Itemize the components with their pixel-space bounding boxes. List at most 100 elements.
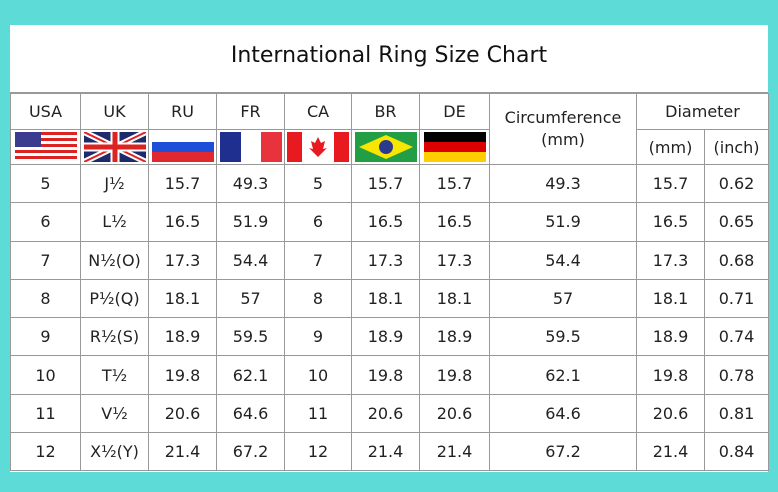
- cell-de: 20.6: [419, 393, 490, 434]
- table-row: 9 R½(S) 18.9 59.5 9 18.9 18.9 59.5 18.9 0.74: [10, 317, 770, 357]
- cell-circumference: 54.4: [489, 240, 637, 280]
- header-br: BR: [351, 93, 420, 130]
- header-de: DE: [419, 93, 490, 130]
- cell-circumference: 62.1: [489, 355, 637, 395]
- cell-uk: N½(O): [80, 240, 149, 280]
- cell-usa: 8: [10, 278, 81, 319]
- cell-br: 16.5: [351, 202, 420, 242]
- cell-usa: 12: [10, 432, 81, 472]
- table-row: 11 V½ 20.6 64.6 11 20.6 20.6 64.6 20.6 0.81: [10, 393, 770, 434]
- header-ca: CA: [284, 93, 352, 130]
- header-circumference: Circumference (mm): [489, 93, 637, 165]
- cell-diameter-mm: 20.6: [636, 393, 705, 434]
- cell-uk: P½(Q): [80, 278, 149, 319]
- cell-ca: 8: [284, 278, 352, 319]
- cell-fr: 57: [216, 278, 285, 319]
- cell-br: 18.1: [351, 278, 420, 319]
- cell-usa: 10: [10, 355, 81, 395]
- cell-fr: 54.4: [216, 240, 285, 280]
- cell-de: 17.3: [419, 240, 490, 280]
- cell-de: 19.8: [419, 355, 490, 395]
- canada-flag-icon: [287, 132, 349, 162]
- cell-ca: 7: [284, 240, 352, 280]
- us-flag-icon: [14, 132, 77, 162]
- cell-fr: 67.2: [216, 432, 285, 472]
- cell-ru: 16.5: [148, 202, 217, 242]
- table-row: 6 L½ 16.5 51.9 6 16.5 16.5 51.9 16.5 0.65: [10, 202, 770, 242]
- header-ru: RU: [148, 93, 217, 130]
- cell-uk: R½(S): [80, 317, 149, 357]
- cell-de: 21.4: [419, 432, 490, 472]
- cell-uk: J½: [80, 163, 149, 204]
- cell-diameter-mm: 18.1: [636, 278, 705, 319]
- table-row: 8 P½(Q) 18.1 57 8 18.1 18.1 57 18.1 0.71: [10, 278, 770, 319]
- russia-flag-icon: [151, 132, 214, 162]
- header-diameter-mm: (mm): [636, 129, 705, 165]
- cell-ru: 21.4: [148, 432, 217, 472]
- cell-diameter-inch: 0.62: [703, 163, 770, 204]
- cell-br: 20.6: [351, 393, 420, 434]
- table-row: 12 X½(Y) 21.4 67.2 12 21.4 21.4 67.2 21.4 0.84: [10, 432, 770, 472]
- cell-circumference: 49.3: [489, 163, 637, 204]
- size-table: USA UK RU FR CA BR DE Circumference (mm)…: [10, 93, 770, 472]
- cell-fr: 51.9: [216, 202, 285, 242]
- flag-cell-fr: [216, 129, 285, 165]
- cell-diameter-inch: 0.78: [703, 355, 770, 395]
- cell-diameter-mm: 18.9: [636, 317, 705, 357]
- cell-ca: 9: [284, 317, 352, 357]
- cell-ca: 11: [284, 393, 352, 434]
- flag-cell-uk: [80, 129, 149, 165]
- flag-cell-ru: [148, 129, 217, 165]
- cell-br: 17.3: [351, 240, 420, 280]
- cell-circumference: 51.9: [489, 202, 637, 242]
- cell-diameter-inch: 0.71: [703, 278, 770, 319]
- cell-br: 19.8: [351, 355, 420, 395]
- cell-circumference: 64.6: [489, 393, 637, 434]
- cell-usa: 9: [10, 317, 81, 357]
- table-row: 7 N½(O) 17.3 54.4 7 17.3 17.3 54.4 17.3 0.68: [10, 240, 770, 280]
- germany-flag-icon: [423, 132, 486, 162]
- table-row: 5 J½ 15.7 49.3 5 15.7 15.7 49.3 15.7 0.62: [10, 163, 770, 204]
- cell-usa: 7: [10, 240, 81, 280]
- ring-size-chart: International Ring Size Chart USA UK RU …: [10, 25, 770, 472]
- cell-br: 15.7: [351, 163, 420, 204]
- cell-diameter-inch: 0.74: [703, 317, 770, 357]
- cell-ru: 20.6: [148, 393, 217, 434]
- cell-uk: L½: [80, 202, 149, 242]
- cell-diameter-mm: 15.7: [636, 163, 705, 204]
- brazil-flag-icon: [354, 132, 417, 162]
- cell-ca: 5: [284, 163, 352, 204]
- cell-ru: 19.8: [148, 355, 217, 395]
- table-row: 10 T½ 19.8 62.1 10 19.8 19.8 62.1 19.8 0.78: [10, 355, 770, 395]
- cell-de: 15.7: [419, 163, 490, 204]
- cell-diameter-inch: 0.68: [703, 240, 770, 280]
- flag-cell-de: [419, 129, 490, 165]
- cell-ca: 6: [284, 202, 352, 242]
- cell-ru: 18.9: [148, 317, 217, 357]
- header-diameter-inch: (inch): [703, 129, 770, 165]
- chart-title: International Ring Size Chart: [10, 25, 768, 93]
- cell-diameter-inch: 0.65: [703, 202, 770, 242]
- cell-fr: 62.1: [216, 355, 285, 395]
- flag-cell-br: [351, 129, 420, 165]
- cell-de: 18.1: [419, 278, 490, 319]
- cell-uk: V½: [80, 393, 149, 434]
- cell-de: 16.5: [419, 202, 490, 242]
- cell-circumference: 57: [489, 278, 637, 319]
- header-usa: USA: [10, 93, 81, 130]
- cell-ca: 10: [284, 355, 352, 395]
- cell-ca: 12: [284, 432, 352, 472]
- flag-cell-ca: [284, 129, 352, 165]
- cell-fr: 49.3: [216, 163, 285, 204]
- uk-flag-icon: [83, 132, 146, 162]
- cell-diameter-inch: 0.81: [703, 393, 770, 434]
- flag-cell-us: [10, 129, 81, 165]
- cell-uk: X½(Y): [80, 432, 149, 472]
- cell-diameter-mm: 16.5: [636, 202, 705, 242]
- cell-diameter-mm: 19.8: [636, 355, 705, 395]
- cell-diameter-mm: 21.4: [636, 432, 705, 472]
- header-uk: UK: [80, 93, 149, 130]
- header-diameter: Diameter: [635, 93, 770, 130]
- cell-ru: 18.1: [148, 278, 217, 319]
- cell-diameter-mm: 17.3: [636, 240, 705, 280]
